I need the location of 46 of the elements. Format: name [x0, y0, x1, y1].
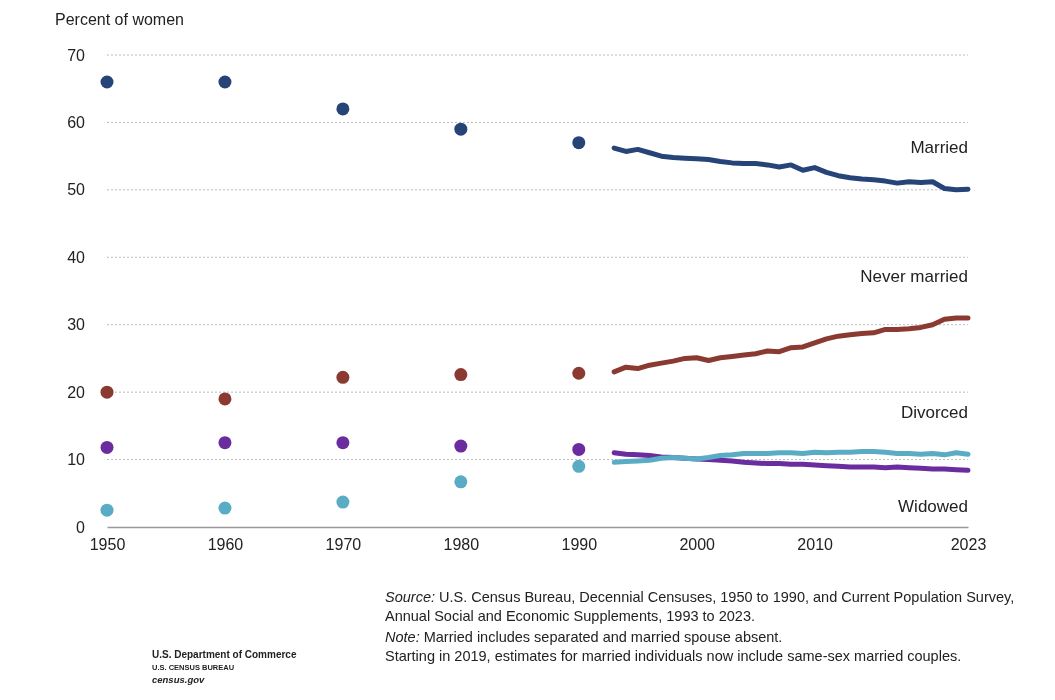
x-tick-label: 1990	[561, 536, 598, 554]
x-tick-label: 2010	[797, 536, 834, 554]
point	[572, 459, 586, 473]
series-label: Married	[910, 138, 968, 158]
point	[218, 501, 232, 515]
y-tick-label: 20	[67, 383, 86, 401]
x-tick-label: 1960	[207, 536, 244, 554]
point	[218, 75, 232, 89]
y-tick-label: 0	[76, 518, 86, 536]
source-note: Source: U.S. Census Bureau, Decennial Censuses, 1950 to 1990, and Current Population Survey, Annual Social and Economic Supplements, 1993 to 2023.	[385, 589, 1015, 624]
point	[572, 366, 586, 380]
y-tick-label: 50	[67, 181, 86, 199]
point	[454, 122, 468, 136]
point	[100, 75, 114, 89]
text: Starting in 2019, estimates for married individuals now include same-sex married couples.	[385, 648, 962, 664]
point	[336, 495, 350, 509]
series-label: Never married	[860, 266, 968, 286]
x-tick-label: 1950	[89, 536, 126, 554]
point	[454, 368, 468, 382]
y-tick-label: 30	[67, 316, 86, 334]
y-axis-title: Percent of women	[55, 11, 184, 28]
point	[100, 440, 114, 454]
y-tick-label: 70	[67, 46, 86, 64]
text: U.S. Department of Commerce	[152, 649, 297, 660]
x-tick-label: 2023	[950, 536, 987, 554]
text: census.gov	[152, 674, 205, 685]
point	[336, 370, 350, 384]
point	[100, 385, 114, 399]
y-tick-label: 40	[67, 248, 86, 266]
series-label: Widowed	[898, 497, 968, 517]
x-tick-label: 1980	[443, 536, 480, 554]
y-tick-label: 60	[67, 114, 86, 132]
point	[336, 102, 350, 116]
point	[572, 442, 586, 456]
point	[454, 439, 468, 453]
point	[218, 436, 232, 450]
point	[572, 136, 586, 150]
point	[100, 503, 114, 517]
point	[454, 475, 468, 489]
x-tick-label: 2000	[679, 536, 716, 554]
point	[336, 436, 350, 450]
point	[218, 392, 232, 406]
text: Note: Married includes separated and married spouse absent.	[385, 629, 783, 645]
x-tick-label: 1970	[325, 536, 362, 554]
y-tick-label: 10	[67, 451, 86, 469]
series-label: Divorced	[900, 403, 968, 423]
